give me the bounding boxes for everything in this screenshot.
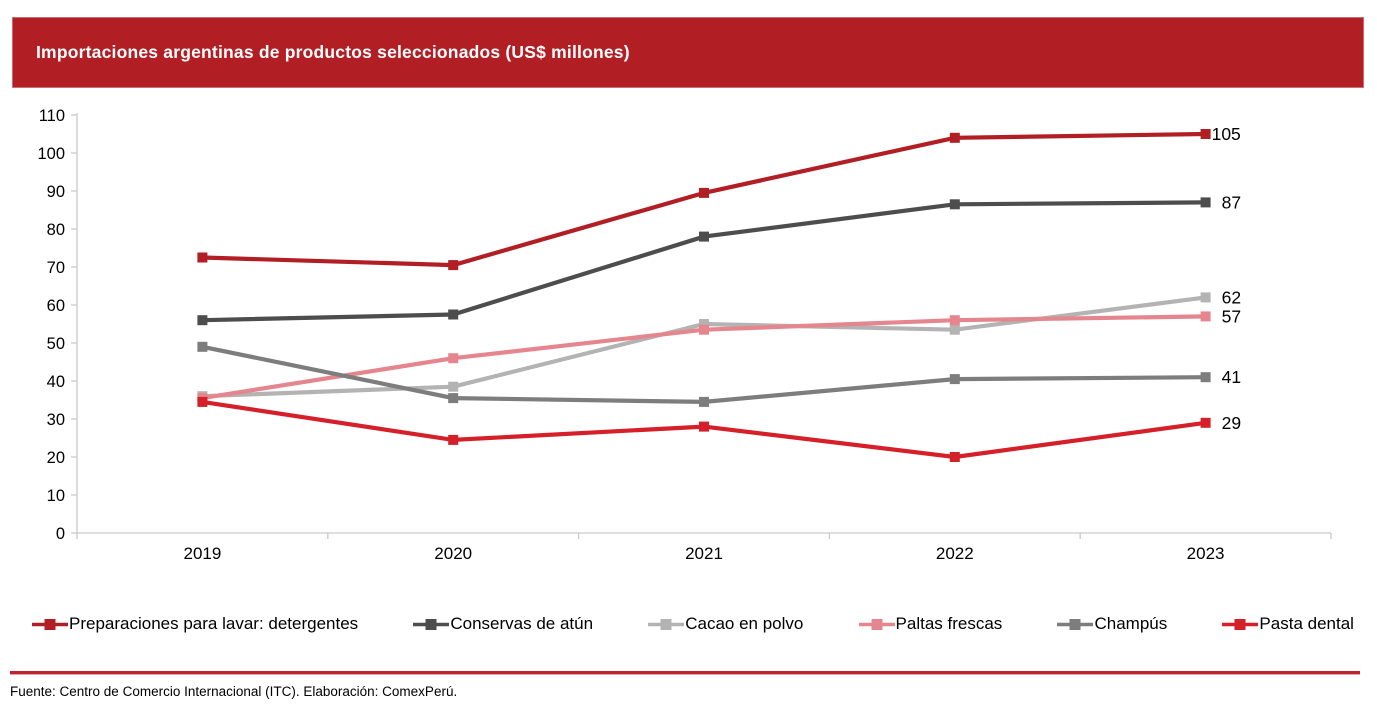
legend-label: Preparaciones para lavar: detergentes — [69, 614, 359, 633]
data-point-marker — [949, 199, 960, 210]
data-point-marker — [699, 421, 709, 432]
data-point-marker — [197, 341, 208, 352]
data-point-marker — [1200, 311, 1211, 322]
data-point-marker — [949, 315, 960, 326]
source-note: Fuente: Centro de Comercio Internacional… — [10, 684, 458, 699]
x-tick-label: 2021 — [685, 544, 723, 563]
legend-swatch-icon — [648, 618, 685, 630]
data-point-marker — [1200, 417, 1211, 428]
legend-swatch-icon — [1057, 618, 1094, 630]
series-end-label: 87 — [1222, 192, 1241, 212]
data-point-marker — [448, 353, 459, 364]
legend-item: Paltas frescas — [858, 614, 1003, 634]
data-point-marker — [197, 315, 208, 326]
legend-label: Champús — [1094, 614, 1168, 633]
legend-swatch-icon — [1222, 618, 1259, 630]
y-tick-label: 70 — [47, 259, 65, 277]
series-line — [202, 131, 1206, 268]
data-point-marker — [1200, 129, 1211, 139]
legend-swatch-icon — [858, 618, 895, 630]
data-point-marker — [448, 260, 459, 271]
series-end-label: 41 — [1222, 367, 1241, 387]
legend-item: Cacao en polvo — [648, 614, 803, 634]
data-point-marker — [949, 452, 960, 462]
y-tick-label: 60 — [47, 297, 65, 315]
legend-item: Conservas de atún — [413, 614, 593, 634]
footer-divider — [10, 671, 1360, 675]
series-end-label: 105 — [1212, 124, 1241, 144]
chart-title: Importaciones argentinas de productos se… — [36, 42, 630, 62]
data-point-marker — [448, 434, 459, 445]
legend-label: Cacao en polvo — [685, 614, 804, 633]
data-point-marker — [448, 309, 459, 320]
legend-item: Preparaciones para lavar: detergentes — [32, 614, 358, 634]
chart-title-bar: Importaciones argentinas de productos se… — [12, 17, 1364, 88]
y-tick-label: 100 — [37, 145, 65, 163]
data-point-marker — [699, 319, 709, 329]
y-tick-label: 30 — [47, 411, 65, 429]
data-point-marker — [448, 393, 459, 404]
data-point-marker — [448, 381, 459, 392]
legend-swatch-icon — [32, 618, 68, 630]
data-point-marker — [1200, 197, 1211, 208]
x-tick-label: 2023 — [1187, 544, 1225, 563]
legend-item: Pasta dental — [1222, 614, 1354, 634]
series-end-label: 29 — [1222, 413, 1241, 433]
y-tick-label: 0 — [56, 525, 65, 543]
y-tick-label: 90 — [47, 183, 65, 201]
legend-label: Conservas de atún — [450, 614, 594, 633]
data-point-marker — [949, 374, 960, 385]
chart-legend: Preparaciones para lavar: detergentes Con… — [32, 614, 1354, 634]
y-tick-label: 80 — [47, 221, 65, 239]
series-end-label: 62 — [1222, 287, 1241, 307]
line-chart-canvas: 0 10 20 30 40 50 60 70 80 90 100 110 2019 2020 2021 202… — [37, 107, 1332, 563]
legend-label: Paltas frescas — [895, 614, 1003, 633]
data-point-marker — [1200, 292, 1211, 303]
legend-item: Champús — [1057, 614, 1167, 634]
y-tick-label: 50 — [47, 335, 65, 353]
data-point-marker — [197, 252, 208, 263]
data-point-marker — [699, 231, 709, 242]
x-tick-label: 2020 — [434, 544, 472, 563]
data-point-marker — [699, 187, 709, 198]
data-point-marker — [949, 324, 960, 335]
legend-label: Pasta dental — [1259, 614, 1354, 633]
y-tick-label: 20 — [47, 449, 65, 467]
x-tick-label: 2022 — [936, 544, 974, 563]
data-point-marker — [699, 396, 709, 407]
legend-swatch-icon — [413, 618, 450, 630]
series-end-label: 57 — [1222, 306, 1241, 326]
y-tick-label: 40 — [47, 373, 65, 391]
y-tick-label: 10 — [47, 487, 65, 505]
x-tick-label: 2019 — [183, 544, 221, 563]
series-line — [202, 295, 1206, 399]
data-point-marker — [1200, 372, 1211, 383]
data-point-marker — [699, 324, 709, 335]
y-tick-label: 110 — [39, 107, 65, 125]
data-point-marker — [949, 132, 960, 143]
data-point-marker — [197, 396, 208, 407]
